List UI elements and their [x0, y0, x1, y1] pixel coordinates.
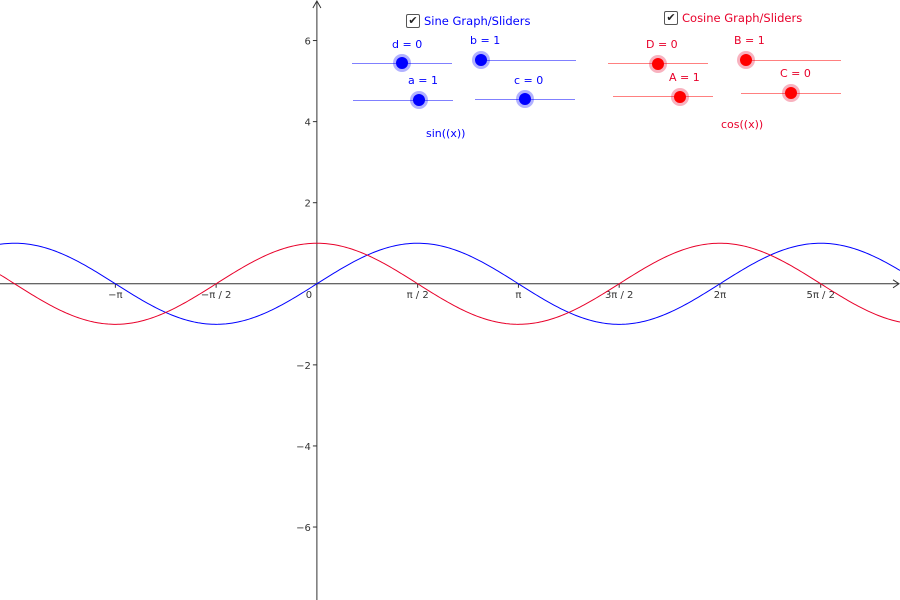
- slider-C-knob[interactable]: [782, 84, 800, 102]
- slider-D-knob[interactable]: [649, 55, 667, 73]
- x-tick-label: π: [515, 290, 521, 301]
- x-tick-label: −π: [108, 290, 122, 301]
- cosine-graph-checkbox[interactable]: ✔ Cosine Graph/Sliders: [664, 11, 802, 25]
- cosine-function-label: cos((x)): [721, 118, 764, 131]
- x-axis-arrow: [892, 279, 900, 289]
- slider-b-track[interactable]: [476, 60, 576, 61]
- sine-checkbox-box[interactable]: ✔: [406, 14, 420, 28]
- y-tick-label: −6: [296, 523, 311, 534]
- cosine-checkbox-box[interactable]: ✔: [664, 11, 678, 25]
- x-tick-label: 3π / 2: [605, 290, 633, 301]
- slider-a-label: a = 1: [408, 74, 438, 87]
- slider-B-knob[interactable]: [737, 51, 755, 69]
- slider-d-knob[interactable]: [393, 54, 411, 72]
- y-tick-label: −2: [296, 361, 311, 372]
- slider-A-label: A = 1: [669, 71, 700, 84]
- sine-function-label: sin((x)): [426, 127, 466, 140]
- slider-a-knob[interactable]: [410, 91, 428, 109]
- cosine-checkbox-label: Cosine Graph/Sliders: [682, 11, 803, 25]
- slider-A-knob[interactable]: [671, 88, 689, 106]
- slider-d-label: d = 0: [392, 38, 423, 51]
- sine-curve: [0, 242, 900, 325]
- sine-graph-checkbox[interactable]: ✔ Sine Graph/Sliders: [406, 14, 530, 28]
- slider-c-knob[interactable]: [516, 90, 534, 108]
- sine-checkbox-label: Sine Graph/Sliders: [424, 14, 531, 28]
- y-tick-label: 4: [305, 118, 311, 129]
- slider-a-track[interactable]: [353, 100, 453, 101]
- slider-B-label: B = 1: [734, 34, 765, 47]
- x-tick-label: 0: [306, 290, 312, 301]
- y-tick-label: 6: [305, 37, 311, 48]
- cosine-curve: [0, 242, 900, 325]
- x-tick-label: −π / 2: [201, 290, 232, 301]
- slider-B-track[interactable]: [741, 60, 841, 61]
- y-tick-label: 2: [305, 199, 311, 210]
- x-tick-label: 2π: [714, 290, 726, 301]
- slider-b-label: b = 1: [470, 34, 501, 47]
- slider-C-label: C = 0: [780, 67, 811, 80]
- y-tick-label: −4: [296, 442, 311, 453]
- y-axis-arrow: [312, 0, 322, 9]
- slider-c-label: c = 0: [514, 74, 544, 87]
- slider-A-track[interactable]: [613, 96, 713, 97]
- x-tick-label: 5π / 2: [806, 290, 834, 301]
- slider-b-knob[interactable]: [472, 51, 490, 69]
- x-tick-label: π / 2: [407, 290, 429, 301]
- slider-D-label: D = 0: [646, 38, 678, 51]
